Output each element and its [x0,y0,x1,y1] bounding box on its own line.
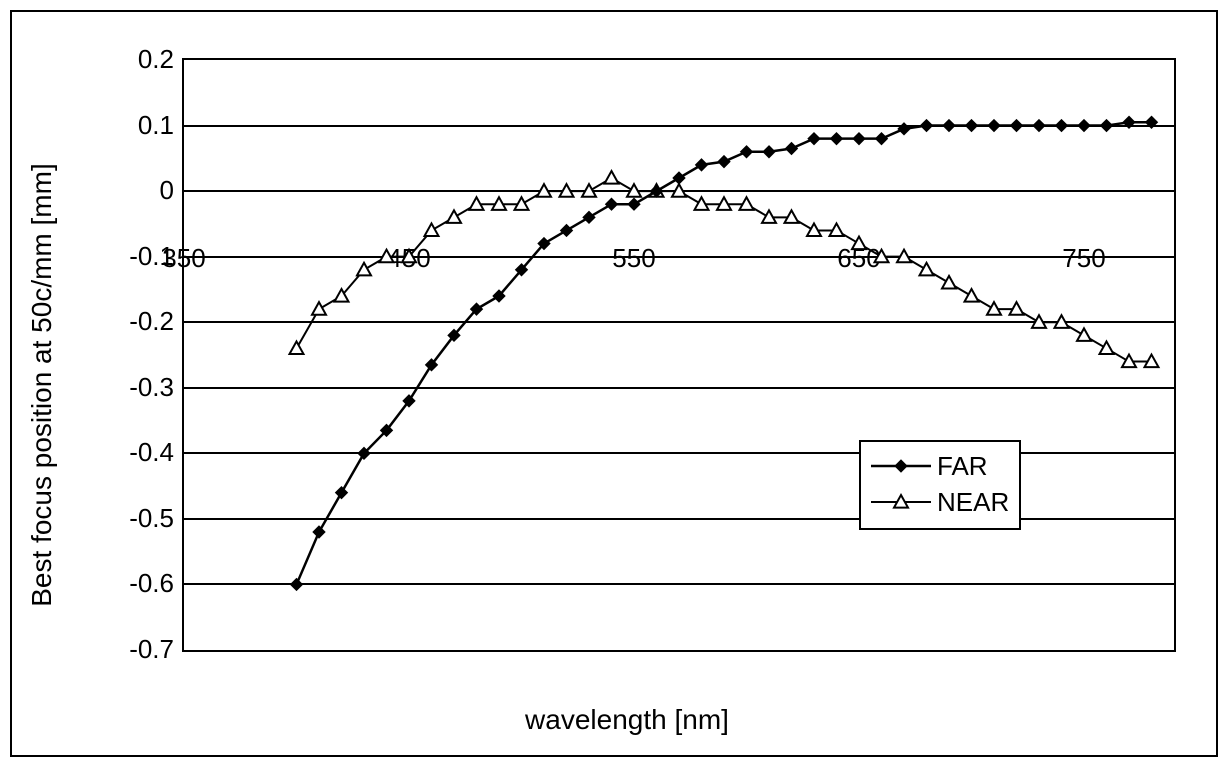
chart-wrap: Best focus position at 50c/mm [mm] wavel… [52,40,1202,730]
y-tick-label: 0.2 [104,44,174,75]
series-svg [184,60,1174,650]
y-tick-label: -0.6 [104,568,174,599]
y-tick-label: -0.3 [104,372,174,403]
y-tick-label: -0.5 [104,503,174,534]
y-tick-label: -0.4 [104,437,174,468]
plot-area: 0.20.10-0.1-0.2-0.3-0.4-0.5-0.6-0.735045… [182,58,1176,652]
y-tick-label: -0.7 [104,634,174,665]
legend-label: NEAR [937,487,1009,518]
y-axis-title: Best focus position at 50c/mm [mm] [26,163,58,607]
legend-swatch [871,490,931,514]
legend-swatch [871,454,931,478]
y-tick-label: 0.1 [104,110,174,141]
y-tick-label: -0.2 [104,306,174,337]
chart-outer-frame: Best focus position at 50c/mm [mm] wavel… [10,10,1218,757]
legend-item: FAR [871,448,1009,484]
y-tick-label: 0 [104,175,174,206]
legend: FAR NEAR [859,440,1021,530]
legend-label: FAR [937,451,988,482]
x-axis-title: wavelength [nm] [525,704,729,736]
legend-item: NEAR [871,484,1009,520]
